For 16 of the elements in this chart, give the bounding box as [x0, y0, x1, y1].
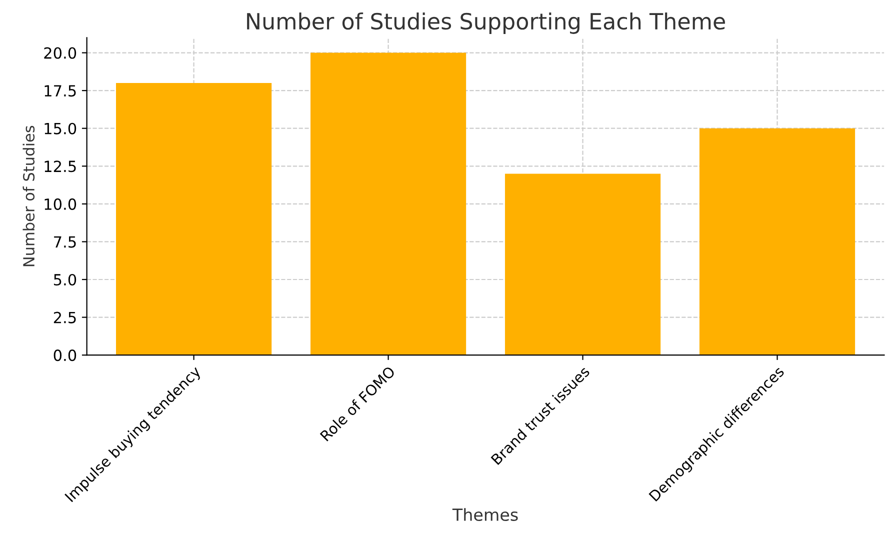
y-tick-label: 15.0	[44, 122, 76, 134]
y-tick-label: 12.5	[44, 160, 76, 172]
y-tick-label: 10.0	[44, 198, 76, 210]
y-axis-title: Number of Studies	[22, 126, 35, 266]
y-tick-label: 17.5	[44, 85, 76, 97]
y-tick-label: 0.0	[54, 350, 76, 362]
bar	[504, 174, 661, 356]
bar	[699, 128, 856, 356]
y-tick-label: 2.5	[54, 312, 76, 324]
x-axis-title: Themes	[452, 508, 518, 522]
y-tick-label: 5.0	[54, 274, 76, 286]
y-tick-label: 20.0	[44, 47, 76, 59]
chart-title: Number of Studies Supporting Each Theme	[247, 12, 725, 34]
bar	[116, 83, 272, 356]
bar	[310, 52, 466, 356]
y-tick-label: 7.5	[54, 236, 76, 248]
